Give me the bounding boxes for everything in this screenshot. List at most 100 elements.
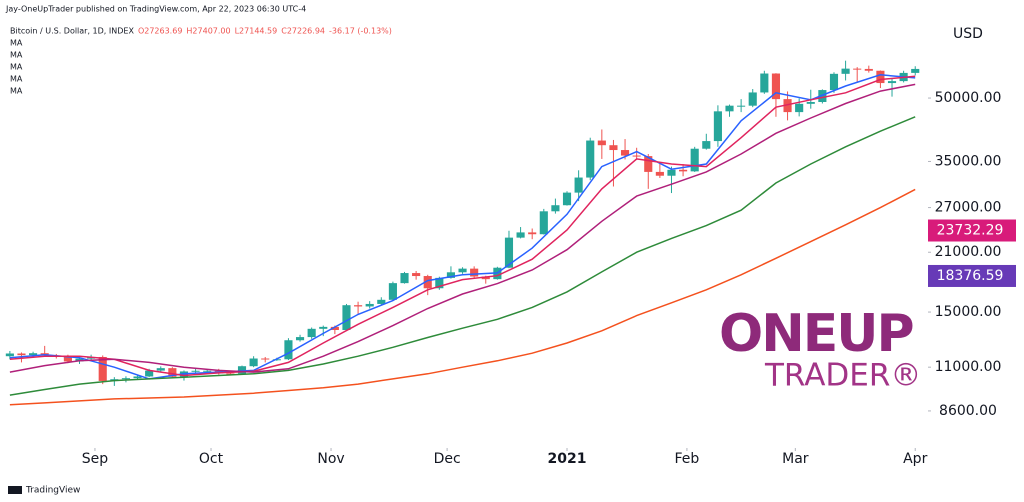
candle-body bbox=[853, 68, 862, 70]
candle-body bbox=[632, 155, 641, 157]
candle-body bbox=[63, 356, 72, 362]
candle-body bbox=[864, 68, 873, 71]
candle-body bbox=[191, 370, 200, 372]
candle-body bbox=[377, 299, 386, 304]
moving-average-line bbox=[9, 75, 916, 377]
candle-body bbox=[261, 358, 270, 360]
candle-body bbox=[539, 211, 548, 235]
price-tag bbox=[928, 264, 1016, 287]
legend-entry: MA bbox=[10, 51, 23, 60]
candle-body bbox=[284, 340, 293, 360]
candle-body bbox=[203, 370, 212, 372]
candle-body bbox=[655, 171, 664, 176]
plot-area bbox=[5, 60, 920, 406]
footer-icon bbox=[8, 486, 22, 494]
y-tick-label: 35000.00 bbox=[935, 153, 1002, 169]
candle-body bbox=[667, 169, 676, 176]
candle-body bbox=[748, 92, 757, 106]
candle-body bbox=[5, 353, 14, 357]
logo-line2: TRADER® bbox=[764, 358, 921, 394]
candle-body bbox=[713, 111, 722, 142]
candle-body bbox=[806, 102, 815, 104]
moving-average-line bbox=[9, 188, 916, 406]
candle-body bbox=[156, 368, 165, 371]
y-tick-label: 15000.00 bbox=[935, 304, 1002, 320]
candle-body bbox=[737, 105, 746, 107]
candle-body bbox=[400, 273, 409, 284]
candle-body bbox=[841, 68, 850, 74]
x-tick-label: Mar bbox=[782, 451, 809, 467]
currency-label: USD bbox=[953, 26, 983, 42]
footer-brand: TradingView bbox=[25, 486, 80, 496]
y-tick-label: 21000.00 bbox=[935, 244, 1002, 260]
legend-value: C27226.94 bbox=[281, 27, 325, 36]
candle-body bbox=[504, 237, 514, 268]
candle-body bbox=[481, 276, 490, 280]
candle-body bbox=[423, 276, 432, 289]
candle-body bbox=[620, 150, 630, 156]
legend-entry: MA bbox=[10, 39, 23, 48]
x-tick-label: 2021 bbox=[548, 451, 587, 467]
candle-body bbox=[725, 105, 734, 112]
candle-body bbox=[887, 81, 897, 84]
candle-body bbox=[829, 73, 839, 91]
candle-body bbox=[876, 70, 885, 84]
candle-body bbox=[551, 205, 560, 212]
candle-body bbox=[818, 90, 827, 103]
candle-body bbox=[133, 376, 142, 379]
price-tag-label: 23732.29 bbox=[937, 223, 1004, 239]
candle-body bbox=[435, 277, 444, 289]
candle-body bbox=[562, 192, 572, 206]
legend-value: L27144.59 bbox=[235, 27, 278, 36]
y-tick-label: 11000.00 bbox=[935, 359, 1002, 375]
candle-body bbox=[98, 356, 107, 381]
candle-body bbox=[609, 145, 618, 151]
legend-value: H27407.00 bbox=[186, 27, 230, 36]
candle-body bbox=[145, 370, 154, 377]
candle-body bbox=[760, 73, 769, 93]
moving-average-line bbox=[9, 83, 916, 373]
candle-body bbox=[226, 373, 235, 375]
candle-body bbox=[29, 353, 38, 356]
candle-body bbox=[795, 103, 804, 113]
y-tick-label: 50000.00 bbox=[935, 90, 1002, 106]
logo-line1: ONEUP bbox=[719, 304, 913, 364]
candle-body bbox=[771, 73, 781, 100]
candle-body bbox=[644, 156, 653, 172]
legend-entry: MA bbox=[10, 63, 23, 72]
price-tag-label: 18376.59 bbox=[937, 268, 1004, 284]
candle-body bbox=[783, 99, 792, 113]
price-tag bbox=[928, 219, 1016, 242]
legend-value: -36.17 (-0.13%) bbox=[329, 27, 392, 36]
x-tick-label: Oct bbox=[199, 451, 224, 467]
candle-body bbox=[586, 140, 595, 178]
candle-body bbox=[121, 378, 131, 380]
candle-body bbox=[237, 366, 247, 374]
x-tick-label: Sep bbox=[82, 451, 109, 467]
candle-body bbox=[388, 283, 397, 300]
candle-body bbox=[528, 232, 537, 235]
moving-average-line bbox=[9, 74, 916, 380]
candle-body bbox=[319, 326, 328, 329]
published-note: Jay-OneUpTrader published on TradingView… bbox=[5, 5, 306, 14]
legend-entry: MA bbox=[10, 75, 23, 84]
x-tick-label: Dec bbox=[434, 451, 461, 467]
candle-body bbox=[516, 232, 525, 238]
candle-body bbox=[679, 169, 688, 172]
candle-body bbox=[272, 359, 281, 361]
candle-body bbox=[446, 272, 456, 278]
candle-body bbox=[168, 368, 177, 377]
candle-body bbox=[249, 358, 258, 367]
legend-value: O27263.69 bbox=[138, 27, 182, 36]
y-tick-label: 27000.00 bbox=[935, 200, 1002, 216]
moving-average-line bbox=[9, 116, 916, 396]
candle-body bbox=[597, 140, 606, 146]
x-tick-label: Nov bbox=[317, 451, 344, 467]
candle-body bbox=[330, 326, 339, 330]
candle-body bbox=[17, 353, 26, 356]
candle-body bbox=[690, 148, 699, 172]
candle-body bbox=[574, 177, 583, 193]
candle-body bbox=[342, 305, 351, 330]
candle-body bbox=[702, 141, 711, 149]
